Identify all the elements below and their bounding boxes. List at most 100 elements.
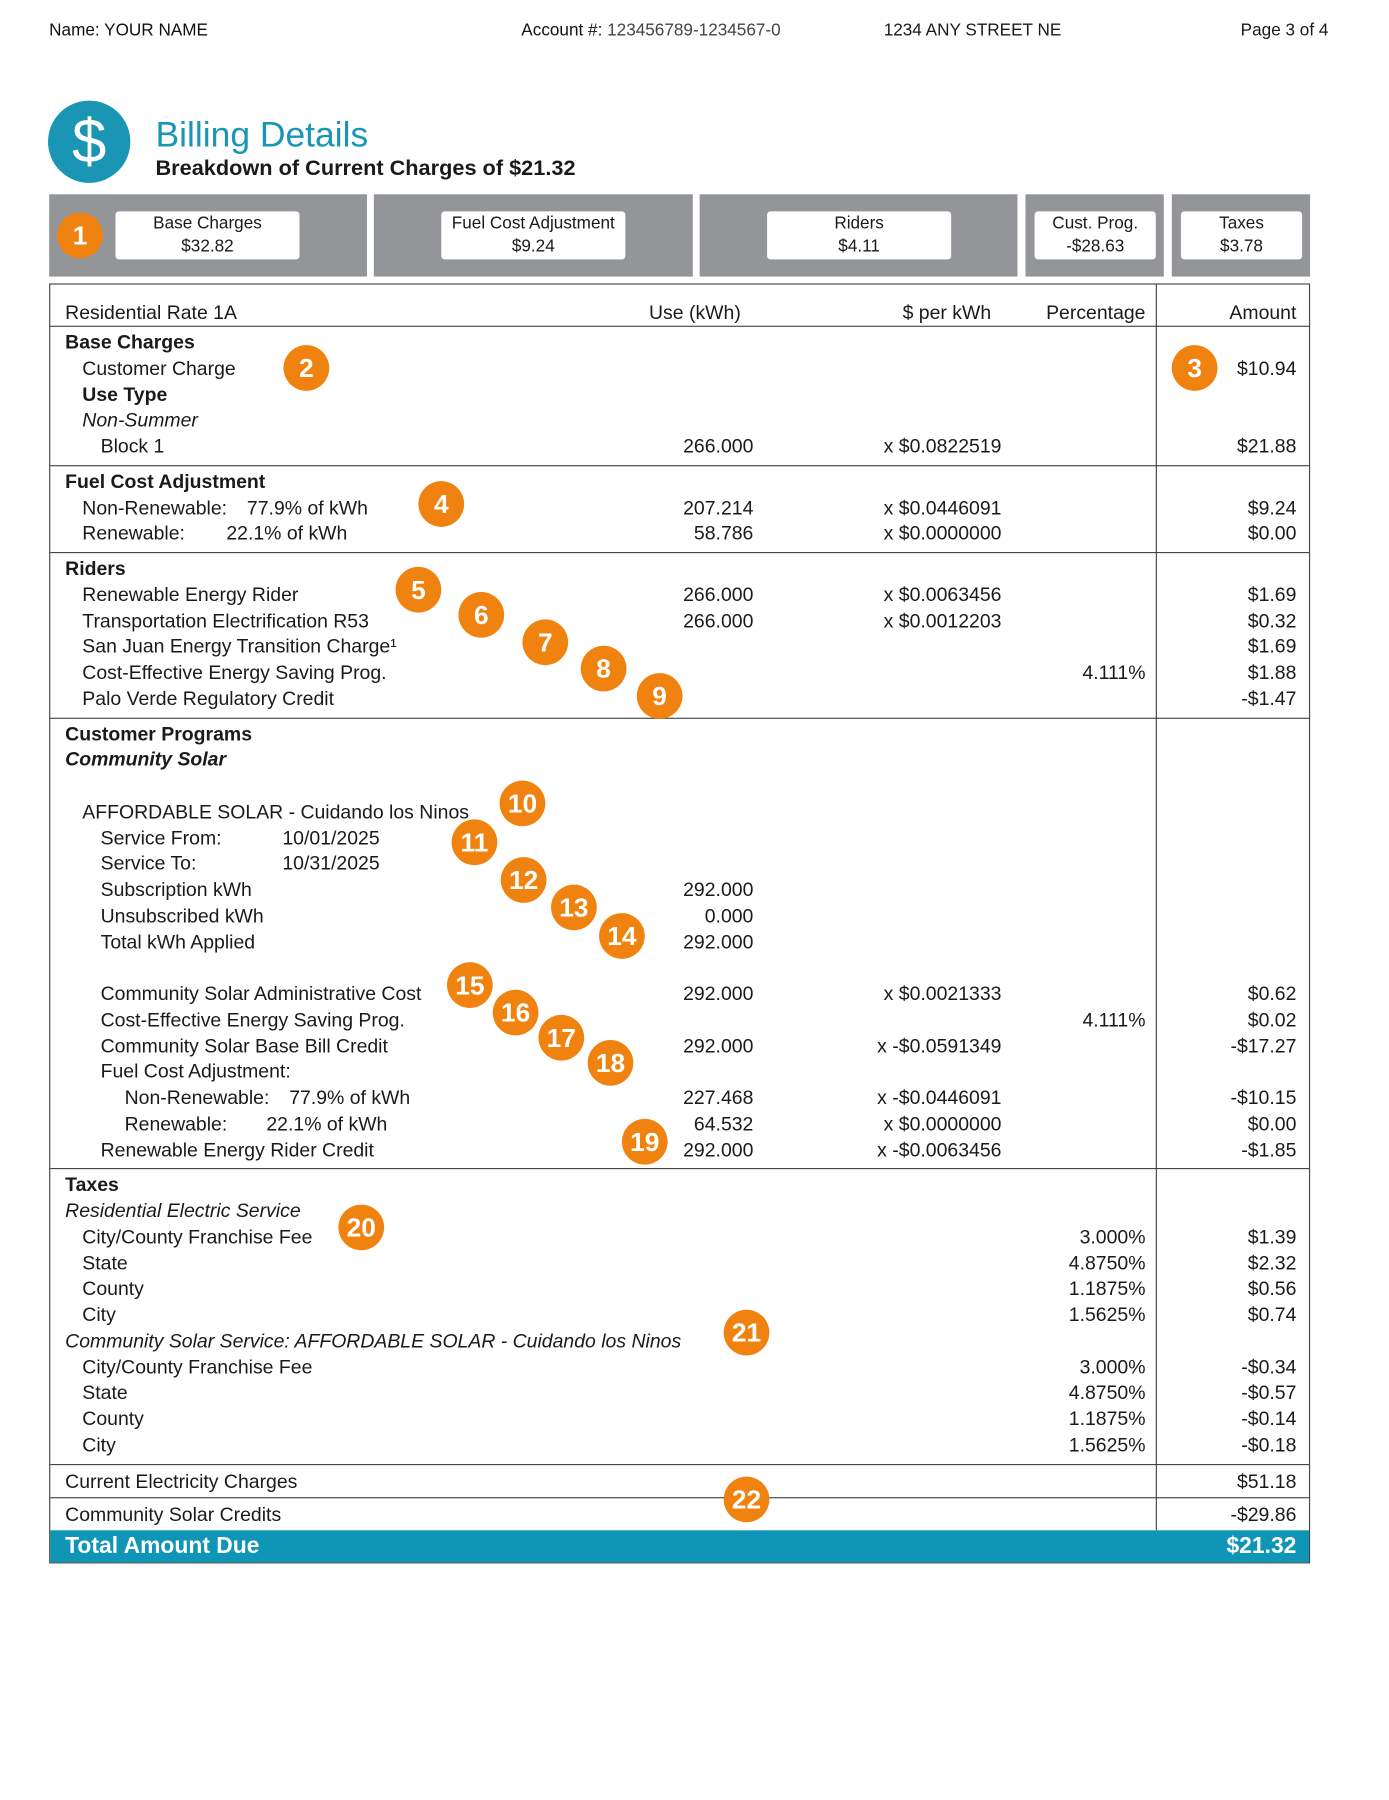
row-label: San Juan Energy Transition Charge¹ xyxy=(82,635,397,658)
table-row: Residential Electric Service xyxy=(50,1199,1309,1225)
name-field: Name: YOUR NAME xyxy=(49,21,208,40)
table-row: Service From: 10/01/2025 xyxy=(50,826,1309,852)
table-row: State 4.8750% -$0.57 xyxy=(50,1381,1309,1407)
table-row: San Juan Energy Transition Charge¹ $1.69 xyxy=(50,635,1309,661)
column-header: $ per kWh xyxy=(902,301,992,324)
summary-amount: $4.11 xyxy=(838,236,880,257)
cell-pct: 4.111% xyxy=(1082,661,1146,684)
cell-use: 292.000 xyxy=(683,1138,754,1161)
row-detail: 22.1% of kWh xyxy=(266,1112,388,1135)
row-label: Service From: xyxy=(100,826,222,849)
table-row: State 4.8750% $2.32 xyxy=(50,1251,1309,1277)
cell-use: 64.532 xyxy=(693,1112,754,1135)
row-label: Customer Programs xyxy=(65,722,253,745)
totals-row: Community Solar Credits -$29.86 xyxy=(50,1496,1309,1530)
cell-rate: x $0.0012203 xyxy=(883,609,1002,632)
summary-box: Base Charges $32.82 xyxy=(115,211,300,260)
callout-badge: 4 xyxy=(418,481,465,527)
row-label: Non-Renewable: xyxy=(82,496,228,519)
summary-amount: $3.78 xyxy=(1220,236,1263,257)
table-row: Unsubscribed kWh 0.000 xyxy=(50,904,1309,930)
row-label: Customer Charge xyxy=(82,357,236,380)
table-row: Customer Charge $10.94 xyxy=(50,356,1309,382)
row-detail: 10/31/2025 xyxy=(282,852,380,875)
cell-pct: 3.000% xyxy=(1079,1226,1146,1248)
cell-pct: 4.8750% xyxy=(1068,1252,1146,1274)
row-label: Cost-Effective Energy Saving Prog. xyxy=(100,1008,405,1031)
row-label: Renewable Energy Rider xyxy=(82,583,299,606)
summary-amount: -$28.63 xyxy=(1066,236,1125,257)
heading: Billing Details xyxy=(155,114,369,155)
callout-badge: 20 xyxy=(338,1204,385,1251)
callout-badge: 2 xyxy=(283,345,330,391)
account-field: Account #: 123456789-1234567-0 xyxy=(521,21,780,40)
cell-pct: 4.8750% xyxy=(1068,1382,1146,1404)
cell-amount: $1.69 xyxy=(1247,635,1297,658)
row-label: Community Solar Base Bill Credit xyxy=(100,1034,388,1057)
table-section: Base Charges Customer Charge $10.94 Use Typ… xyxy=(50,327,1309,465)
row-label: Non-Renewable: xyxy=(124,1086,270,1109)
cell-use: 266.000 xyxy=(683,583,754,606)
cell-amount: $0.56 xyxy=(1247,1278,1297,1300)
summary-label: Base Charges xyxy=(153,213,262,234)
row-label: Service To: xyxy=(100,852,197,875)
table-row: Riders xyxy=(50,557,1309,583)
table-row: Palo Verde Regulatory Credit -$1.47 xyxy=(50,687,1309,713)
name-value: YOUR NAME xyxy=(104,20,208,41)
address: 1234 ANY STREET NE xyxy=(883,20,1062,41)
callout-badge: 17 xyxy=(538,1014,585,1061)
row-label: City xyxy=(82,1434,116,1456)
cell-rate: x -$0.0446091 xyxy=(877,1086,1002,1109)
callout-badge: 12 xyxy=(500,857,547,903)
total-due-label: Total Amount Due xyxy=(65,1533,260,1559)
table-body: Residential Rate 1A Use (kWh) $ per kWh Per… xyxy=(50,284,1309,1530)
row-label: Non-Summer xyxy=(82,409,198,432)
cell-rate: x $0.0021333 xyxy=(883,982,1002,1005)
cell-amount: $1.88 xyxy=(1247,661,1297,684)
row-label: State xyxy=(82,1252,128,1274)
table-row: Taxes xyxy=(50,1173,1309,1199)
cell-amount: $21.88 xyxy=(1236,435,1297,458)
table-row: Cost-Effective Energy Saving Prog. 4.111%… xyxy=(50,661,1309,687)
cell-amount: $0.62 xyxy=(1247,982,1297,1005)
row-detail: 22.1% of kWh xyxy=(226,522,348,545)
table-row: AFFORDABLE SOLAR - Cuidando los Ninos xyxy=(50,800,1309,826)
column-header: Amount xyxy=(1229,301,1297,324)
row-label: State xyxy=(82,1382,128,1404)
cell-amount: $1.39 xyxy=(1247,1226,1297,1248)
summary-box: Riders $4.11 xyxy=(767,211,952,260)
column-divider xyxy=(1155,284,1157,1530)
row-label: City/County Franchise Fee xyxy=(82,1226,313,1248)
row-label: County xyxy=(82,1408,144,1430)
summary-amount: $32.82 xyxy=(181,236,234,257)
table-row: Renewable Energy Rider 266.000 x $0.006345… xyxy=(50,583,1309,609)
summary-box: Cust. Prog. -$28.63 xyxy=(1034,211,1156,260)
row-label: Palo Verde Regulatory Credit xyxy=(82,687,335,710)
total-due-row: Total Amount Due $21.32 xyxy=(50,1529,1309,1562)
cell-pct: 3.000% xyxy=(1079,1356,1146,1378)
cell-use: 292.000 xyxy=(683,982,754,1005)
table-section: Customer Programs Community Solar AFFORDAB… xyxy=(50,717,1309,1168)
row-label: Community Solar xyxy=(65,748,227,771)
cell-amount: $0.02 xyxy=(1247,1008,1297,1031)
table-row: Renewable: 22.1% of kWh 64.532 x $0.0000000… xyxy=(50,1112,1309,1138)
callout-badge: 10 xyxy=(499,780,546,827)
row-label: Block 1 xyxy=(100,435,165,458)
summary-label: Taxes xyxy=(1219,213,1264,234)
cell-amount: $0.00 xyxy=(1247,1112,1297,1135)
summary-amount: $9.24 xyxy=(511,236,555,257)
cell-rate: x -$0.0063456 xyxy=(877,1138,1002,1161)
cell-amount: -$1.85 xyxy=(1241,1138,1297,1161)
table-row: Total kWh Applied 292.000 xyxy=(50,930,1309,956)
table-row: Non-Summer xyxy=(50,408,1309,434)
row-label: Base Charges xyxy=(65,331,195,354)
totals-amount: $51.18 xyxy=(1236,1470,1297,1493)
callout-badge: 11 xyxy=(451,819,498,866)
column-header: Residential Rate 1A xyxy=(65,301,237,324)
table-row: City 1.5625% $0.74 xyxy=(50,1303,1309,1329)
cell-amount: $0.74 xyxy=(1247,1304,1297,1326)
cell-amount: -$0.34 xyxy=(1241,1356,1297,1378)
cell-amount: $0.32 xyxy=(1247,609,1297,632)
cell-pct: 1.5625% xyxy=(1068,1434,1146,1456)
